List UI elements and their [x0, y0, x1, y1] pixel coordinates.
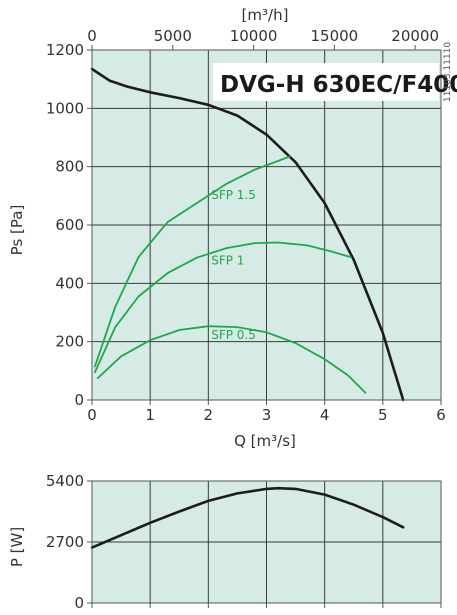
series-label: SFP 0.5 [211, 328, 256, 342]
x-tick-label: 1 [145, 406, 155, 424]
y-tick-label: 0 [74, 391, 84, 409]
y-tick-label: 0 [74, 594, 84, 612]
power-curve [90, 486, 405, 549]
x-tick-label: 3 [262, 406, 272, 424]
y-tick-label: 600 [55, 216, 84, 234]
y-tick-label: 200 [55, 333, 84, 351]
y-tick-label: 1200 [46, 41, 84, 59]
y-tick-label: 800 [55, 158, 84, 176]
top-tick-label: 15000 [311, 27, 359, 45]
bottom-y-axis-ticks: 0 2700 5400 [46, 472, 442, 612]
y-axis-ticks: 0 200 400 600 800 1000 1200 [46, 41, 92, 409]
x-tick-label: 2 [204, 406, 214, 424]
chart-title: DVG-H 630EC/F400 [220, 72, 457, 98]
sfp-curve [94, 241, 352, 374]
x-axis-ticks: 0 1 2 3 4 5 6 [87, 400, 446, 424]
bottom-y-axis-label: P [W] [8, 527, 26, 567]
top-axis-label: [m³/h] [242, 6, 289, 24]
y-tick-label: 1000 [46, 99, 84, 117]
y-tick-label: 2700 [46, 533, 84, 551]
series-label: SFP 1 [211, 253, 244, 267]
top-tick-label: 0 [87, 27, 97, 45]
top-axis-ticks: 0 5000 10000 15000 20000 [87, 27, 439, 50]
series-labels: SFP 1.5 SFP 1 SFP 0.5 [211, 188, 256, 342]
x-tick-label: 5 [378, 406, 388, 424]
x-tick-label: 0 [87, 406, 97, 424]
x-tick-label: 4 [320, 406, 330, 424]
sfp-curve [96, 325, 367, 394]
title-box [213, 63, 439, 101]
x-tick-label: 6 [436, 406, 446, 424]
side-code: 11103.11110 [443, 42, 453, 102]
y-tick-label: 400 [55, 274, 84, 292]
top-tick-label: 20000 [391, 27, 439, 45]
top-grid [92, 50, 441, 400]
bottom-curves [90, 486, 405, 549]
x-axis-label: Q [m³/s] [234, 432, 296, 450]
series-label: SFP 1.5 [211, 188, 256, 202]
sfp-curve [94, 155, 291, 368]
top-tick-label: 10000 [230, 27, 278, 45]
top-curves [90, 67, 405, 402]
top-tick-label: 5000 [154, 27, 192, 45]
fan-curve [90, 67, 405, 402]
y-axis-label: Ps [Pa] [8, 205, 26, 256]
y-tick-label: 5400 [46, 472, 84, 490]
